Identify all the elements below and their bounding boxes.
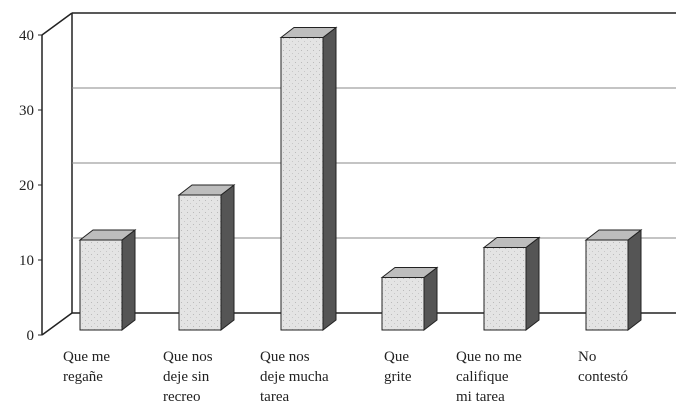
y-tick-label: 0 <box>27 328 35 344</box>
x-tick-label: No contestó <box>578 349 628 385</box>
bar-front <box>585 239 629 331</box>
bar-front <box>79 239 123 331</box>
x-tick-label-line: deje sin <box>163 369 210 385</box>
x-tick-label: Que nos deje sin recreo <box>163 349 213 405</box>
x-tick-label: Que no me califique mi tarea <box>456 349 522 405</box>
bar <box>380 266 439 332</box>
bar <box>177 183 236 332</box>
bar <box>78 228 137 332</box>
x-tick-label-line: Que no me <box>456 349 522 365</box>
bar-side <box>627 228 642 332</box>
x-tick-label-line: Que nos <box>260 349 310 365</box>
x-tick-label-line: No <box>578 349 596 365</box>
x-tick-label-line: grite <box>384 369 412 385</box>
x-tick-label-line: Que nos <box>163 349 213 365</box>
y-tick-label: 20 <box>19 178 34 194</box>
top-edge <box>41 12 73 36</box>
bar-side <box>525 236 540 332</box>
x-tick-label-line: califique <box>456 369 509 385</box>
x-tick-label-line: deje mucha <box>260 369 329 385</box>
x-tick-label: Que nos deje mucha tarea <box>260 349 329 405</box>
x-tick-label: Que me regañe <box>63 349 110 385</box>
x-tick-label: Que grite <box>384 349 412 385</box>
floor-edge <box>41 312 73 336</box>
bar <box>279 26 338 332</box>
x-tick-label-line: Que <box>384 349 409 365</box>
bar <box>584 228 643 332</box>
bar-side <box>423 266 438 332</box>
bar-front <box>483 247 527 331</box>
y-tick-label: 40 <box>19 28 34 44</box>
y-tick-label: 10 <box>19 253 34 269</box>
bar <box>482 236 541 332</box>
x-tick-label-line: contestó <box>578 369 628 385</box>
bar-side <box>220 183 235 332</box>
x-tick-label-line: recreo <box>163 389 200 405</box>
bar-side <box>322 26 337 332</box>
y-tick-label: 30 <box>19 103 34 119</box>
x-tick-label-line: tarea <box>260 389 289 405</box>
bar-side <box>121 228 136 332</box>
x-tick-label-line: Que me <box>63 349 110 365</box>
x-tick-label-line: regañe <box>63 369 103 385</box>
bar-front <box>280 37 324 331</box>
bar-front <box>178 194 222 331</box>
bar-front <box>381 277 425 331</box>
x-tick-label-line: mi tarea <box>456 389 505 405</box>
